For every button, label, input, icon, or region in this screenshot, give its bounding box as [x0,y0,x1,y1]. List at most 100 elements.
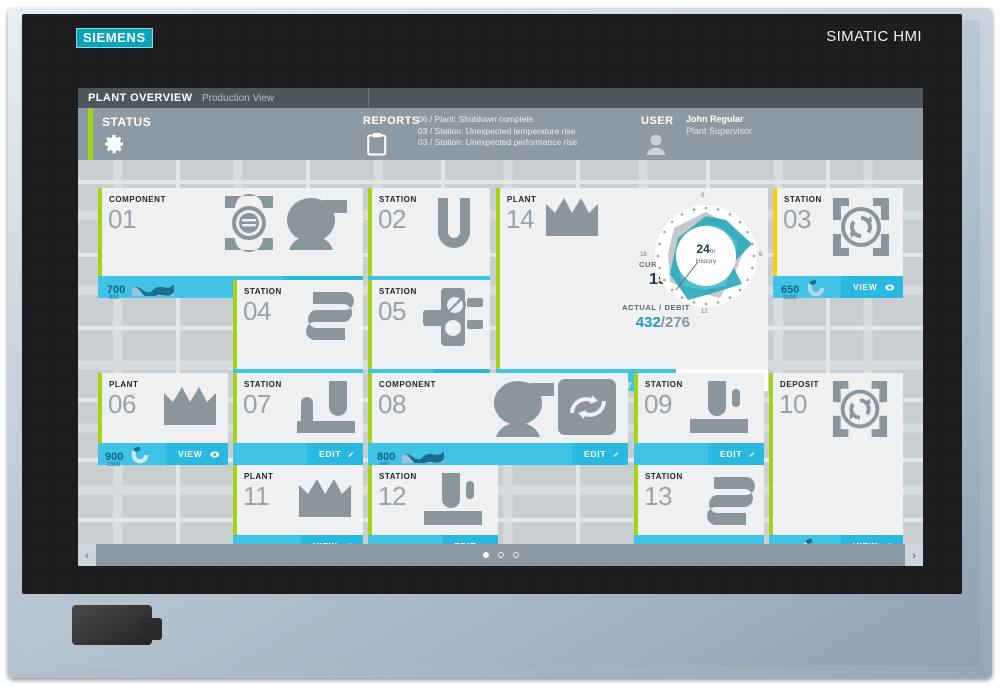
tile-number: 12 [378,481,406,511]
hmi-screen: PLANT OVERVIEW Production View STATUS RE… [78,88,923,566]
view-button-label: VIEW [178,449,203,459]
clipboard-icon[interactable] [366,132,388,161]
page-subtitle: Production View [202,93,275,104]
tile-kind: STATION [645,380,683,389]
tile-kind: STATION [784,195,822,204]
tile-station-03[interactable]: STATION 03 [773,188,903,301]
tile-accent [368,280,372,369]
report-item[interactable]: 03 / Station: Unexpected performance ris… [418,137,578,148]
report-item[interactable]: 06 / Plant: Shutdown complete [418,114,534,124]
tile-actionbar: EDIT [634,443,764,465]
page-dot[interactable] [497,552,504,558]
tile-body: STATION 03 [773,188,903,276]
tile-metric[interactable]: 800400 [377,446,445,468]
radial-tick-6: 6 [759,252,763,258]
page-dot[interactable] [512,552,519,558]
tile-accent [496,188,500,369]
user-role: Plant Supervisor [686,126,753,136]
edit-button-label: EDIT [720,449,743,459]
radial-tick-18: 18 [640,252,647,258]
tile-component-08[interactable]: COMPONENT 08 [368,373,628,468]
tile-body: DEPOSIT 10 [769,373,903,535]
tile-actionbar: 800400 EDIT [368,443,628,468]
tile-plant-14[interactable]: PLANT 14 CURRENTLY 15:00 ACTUAL / DEBIT [496,188,768,395]
tile-component-01[interactable]: COMPONENT 01 [98,188,363,301]
wave-chart-icon [132,279,175,301]
simatic-hmi-label: SIMATIC HMI [826,28,922,45]
tile-body: STATION 12 [368,465,498,535]
radial-tick-0: 0 [701,193,705,199]
pipe-bend-icon [432,198,476,261]
view-button-label: VIEW [853,282,878,292]
tile-body: PLANT 06 [98,373,228,443]
tile-actionbar: 650 1000 VIEW [773,276,903,301]
chevron-left-icon[interactable]: ‹ [78,544,96,566]
edit-button-label: EDIT [584,449,607,459]
ring-gauge-icon [806,278,826,303]
app-titlebar: PLANT OVERVIEW Production View [78,88,923,108]
edit-button[interactable]: EDIT [572,443,628,465]
tile-actionbar: EDIT [233,443,363,465]
tile-kind: PLANT [109,380,139,389]
eye-icon [884,284,894,290]
tile-accent [368,465,372,535]
tile-number: 09 [644,389,672,419]
edit-button[interactable]: EDIT [708,443,764,465]
tile-kind: PLANT [244,472,274,481]
value-separator: / [660,314,665,331]
tile-plant-11[interactable]: PLANT 11 VIEW [233,465,363,557]
eye-icon [209,451,219,457]
tile-station-02[interactable]: STATION 02 [368,188,490,298]
header-accent-bar [88,108,93,160]
status-label: STATUS [102,115,152,129]
tile-station-07[interactable]: STATION 07 [233,373,363,465]
tile-station-04[interactable]: STATION 04 [233,280,363,391]
plant-canvas: COMPONENT 01 [78,160,923,560]
pencil-icon [749,451,755,457]
person-icon[interactable] [644,133,668,161]
metric-subvalue: 1000 [783,295,797,301]
coil-icon [696,473,756,534]
reports-list[interactable]: 06 / Plant: Shutdown complete 03 / Stati… [418,114,577,149]
tile-station-13[interactable]: STATION 13 [634,465,764,557]
tile-body: COMPONENT 08 [368,373,628,443]
view-button[interactable]: VIEW [166,443,228,465]
tile-metric[interactable]: 650 1000 [781,278,826,303]
metric-subvalue: 1500 [107,462,121,468]
tile-body: PLANT 11 [233,465,363,535]
mixer-recycle-icon [480,377,620,444]
page-dot[interactable] [482,552,489,558]
report-item[interactable]: 03 / Station: Unexpected temperature ris… [418,125,576,136]
tile-number: 02 [378,204,406,234]
tile-number: 11 [243,481,270,511]
view-button[interactable]: VIEW [841,276,903,298]
tile-plant-06[interactable]: PLANT 06 900 1500 [98,373,228,468]
edit-button[interactable]: EDIT [307,443,363,465]
radial-center-label: 24hr History [688,243,724,265]
radial-history-chart[interactable]: 24hr History 0 6 12 18 [640,193,764,319]
tile-metric[interactable]: 900 1500 [105,445,150,470]
tile-station-12[interactable]: STATION 12 [368,465,498,557]
tile-station-09[interactable]: STATION 09 [634,373,764,465]
tile-number: 06 [108,389,136,419]
recycle-box-icon [831,379,889,444]
pagination-footer: ‹ › [78,544,923,566]
factory-icon [299,479,351,522]
tile-body: STATION 13 [634,465,764,535]
tile-body: STATION 09 [634,373,764,443]
tile-station-05[interactable]: STATION 05 [368,280,490,393]
tile-actionbar: 900 1500 VIEW [98,443,228,468]
tile-number: 05 [378,296,406,326]
tile-deposit-10[interactable]: DEPOSIT 10 [769,373,903,560]
gear-icon[interactable] [102,132,126,161]
factory-icon [164,387,216,430]
radial-center-big: 24 [696,242,710,256]
user-name: John Regular [686,114,744,124]
actual-debit-label: ACTUAL / DEBIT [622,303,690,312]
chevron-right-icon[interactable]: › [905,544,923,566]
press-nozzle-icon [422,471,484,532]
tile-metric[interactable]: 700 400 [107,279,175,301]
tile-kind: STATION [244,287,282,296]
edit-button-label: EDIT [319,449,342,459]
